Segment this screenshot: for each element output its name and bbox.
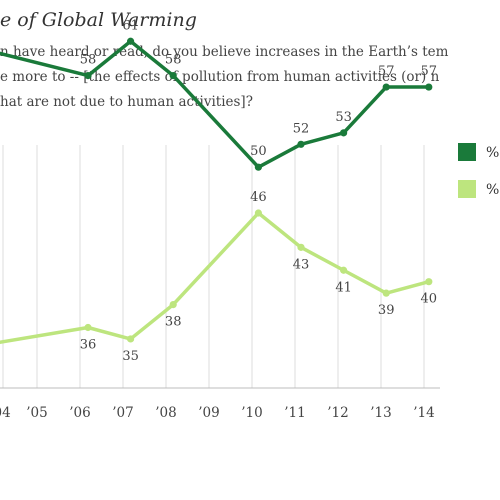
data-point [297, 243, 305, 251]
data-point [254, 209, 262, 217]
legend-swatch [458, 180, 476, 198]
data-label: 52 [293, 121, 310, 136]
data-label: 39 [378, 303, 395, 318]
legend-label: % [486, 145, 499, 161]
data-label: 50 [250, 144, 267, 159]
data-label: 57 [421, 64, 438, 79]
data-label: 43 [293, 257, 310, 272]
x-tick-label: ’05 [26, 405, 47, 421]
data-label: 40 [421, 292, 438, 307]
legend-swatch [458, 143, 476, 161]
data-label: 58 [165, 53, 182, 68]
data-label: 57 [378, 64, 395, 79]
x-tick-label: ’09 [198, 405, 219, 421]
survey-question: n have heard or read, do you believe inc… [0, 40, 448, 115]
question-line: e more to -- [the effects of pollution f… [0, 69, 440, 85]
data-point [382, 83, 390, 91]
data-point [84, 72, 92, 80]
question-line: hat are not due to human activities]? [0, 94, 253, 110]
data-point [127, 37, 135, 45]
x-tick-label: ’13 [370, 405, 391, 421]
x-tick-label: ’14 [413, 405, 434, 421]
data-point [382, 289, 390, 297]
data-label: 38 [165, 315, 182, 330]
x-tick-label: ’07 [112, 405, 133, 421]
data-label: 46 [250, 190, 267, 205]
data-point [84, 323, 92, 332]
data-point [254, 163, 262, 171]
series-line [0, 211, 430, 345]
data-label: 35 [122, 349, 139, 364]
data-point [340, 129, 348, 137]
x-tick-label: ’11 [284, 405, 305, 421]
data-point [340, 266, 348, 274]
data-label: 61 [122, 18, 139, 33]
x-tick-label: ’08 [155, 405, 176, 421]
data-point [425, 278, 433, 286]
x-tick-label: ’04 [0, 405, 11, 421]
data-point [169, 72, 177, 80]
data-label: 36 [80, 338, 97, 353]
x-tick-label: ’12 [327, 405, 348, 421]
data-label: 41 [335, 280, 352, 295]
data-point [169, 301, 177, 309]
data-point [297, 140, 305, 148]
data-point [127, 335, 135, 343]
data-point [425, 83, 433, 91]
series-line [0, 39, 429, 169]
x-tick-label: ’06 [69, 405, 90, 421]
data-label: 58 [80, 53, 97, 68]
x-tick-label: ’10 [241, 405, 262, 421]
legend-label: % [486, 182, 499, 198]
chart-title: e of Global Warming [0, 9, 197, 31]
data-label: 53 [335, 110, 352, 125]
